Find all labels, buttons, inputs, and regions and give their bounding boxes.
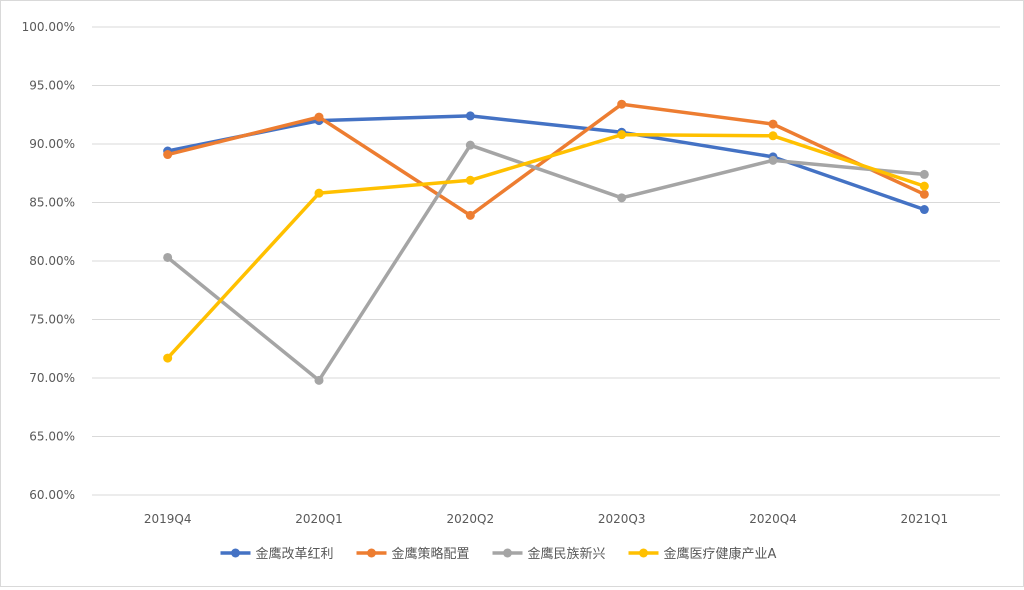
series-2 (163, 99, 929, 220)
data-point (919, 205, 929, 215)
x-tick-label: 2020Q1 (295, 512, 343, 526)
data-point (768, 155, 778, 165)
legend-item-2: 金鹰策略配置 (356, 546, 470, 562)
data-point (163, 252, 173, 262)
x-axis: 2019Q4 2020Q1 2020Q2 2020Q3 2020Q4 2021Q1 (144, 512, 948, 526)
x-tick-label: 2019Q4 (144, 512, 192, 526)
legend-marker (639, 548, 648, 558)
data-point (617, 193, 627, 203)
series-3 (163, 140, 929, 385)
legend-label: 金鹰改革红利 (256, 546, 334, 562)
data-point (617, 130, 627, 140)
series-line (165, 143, 927, 383)
legend-item-3: 金鹰民族新兴 (492, 546, 606, 562)
gridlines (92, 26, 1000, 496)
legend-label: 金鹰策略配置 (392, 546, 470, 562)
data-point (314, 188, 324, 198)
series-line (165, 102, 927, 218)
legend-marker (367, 548, 376, 558)
data-point (465, 175, 475, 185)
legend: 金鹰改革红利 金鹰策略配置 金鹰民族新兴 金鹰医疗健康产业A (220, 546, 777, 562)
y-tick-label: 80.00% (29, 254, 75, 268)
data-point (919, 189, 929, 199)
x-tick-label: 2020Q4 (749, 512, 797, 526)
data-point (163, 353, 173, 363)
legend-marker (231, 548, 240, 558)
y-tick-label: 90.00% (29, 137, 75, 151)
y-tick-label: 75.00% (29, 313, 75, 327)
legend-label: 金鹰医疗健康产业A (664, 546, 777, 562)
series-4 (163, 130, 929, 363)
y-tick-label: 70.00% (29, 371, 75, 385)
data-point (465, 140, 475, 150)
legend-item-4: 金鹰医疗健康产业A (628, 546, 777, 562)
y-tick-label: 65.00% (29, 430, 75, 444)
data-point (465, 111, 475, 121)
data-point (919, 169, 929, 179)
x-tick-label: 2020Q3 (598, 512, 646, 526)
y-tick-label: 100.00% (22, 20, 75, 34)
y-tick-label: 60.00% (29, 488, 75, 502)
data-point (163, 150, 173, 160)
legend-marker (503, 548, 512, 558)
data-point (919, 181, 929, 191)
x-tick-label: 2020Q2 (447, 512, 495, 526)
x-tick-label: 2021Q1 (901, 512, 949, 526)
legend-label: 金鹰民族新兴 (528, 546, 606, 562)
data-point (314, 112, 324, 122)
data-point (768, 131, 778, 141)
y-tick-label: 85.00% (29, 196, 75, 210)
data-point (768, 119, 778, 129)
legend-item-1: 金鹰改革红利 (220, 546, 334, 562)
y-tick-label: 95.00% (29, 79, 75, 93)
series-line (165, 132, 927, 360)
series-layer (163, 99, 929, 385)
data-point (465, 210, 475, 220)
data-point (314, 375, 324, 385)
series-line (165, 114, 927, 212)
y-axis: 60.00% 65.00% 70.00% 75.00% 80.00% 85.00% 90.0… (22, 20, 75, 502)
data-point (617, 99, 627, 109)
